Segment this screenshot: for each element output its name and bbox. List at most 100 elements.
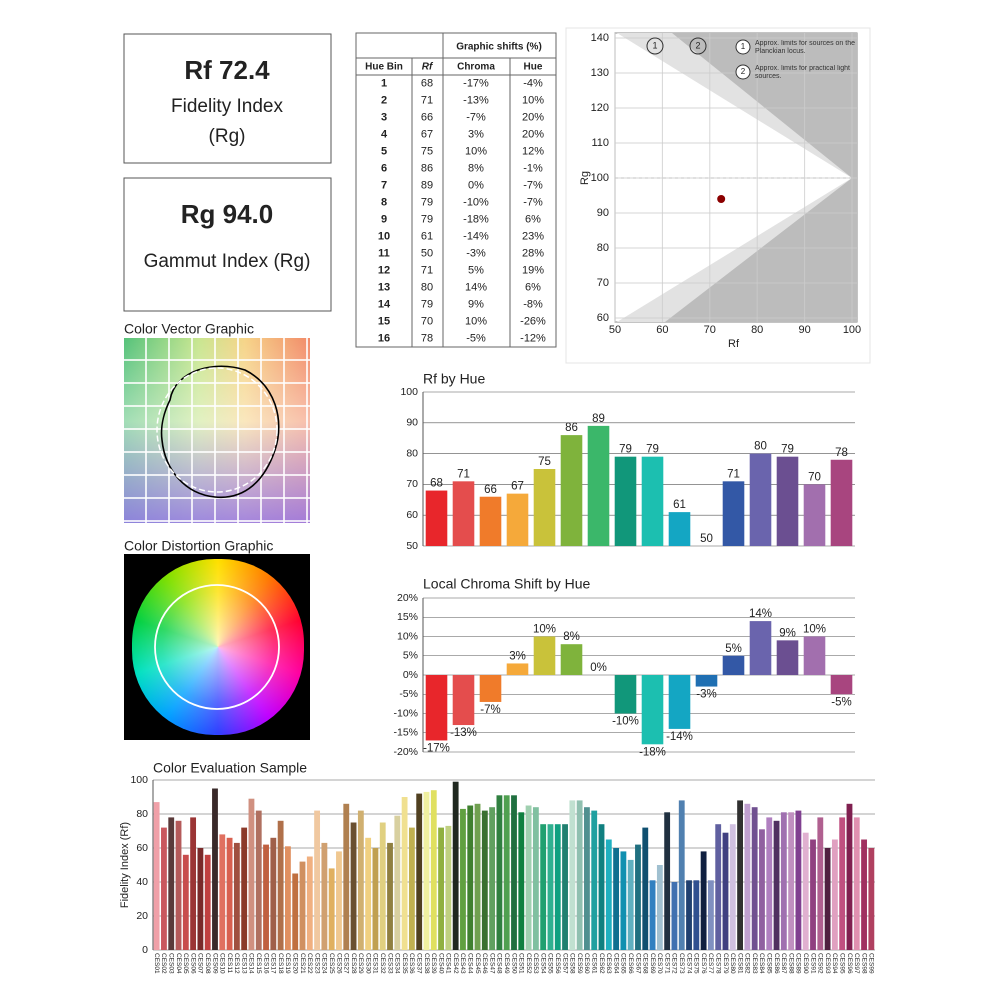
x-tick-label: CES42	[452, 953, 459, 974]
bar	[533, 469, 556, 546]
scatter-frame	[565, 27, 871, 364]
y-tick-label: 0%	[403, 669, 418, 681]
x-tick-label: CES04	[175, 953, 182, 974]
annotation-text: Approx. limits for sources on the Planck…	[755, 40, 855, 55]
x-tick-label: CES84	[758, 953, 765, 974]
bar	[489, 807, 496, 950]
bar	[175, 820, 182, 950]
table-cell: -8%	[523, 298, 543, 310]
bar	[153, 802, 160, 950]
x-tick-label: CES78	[714, 953, 721, 974]
fidelity-sub-label: (Rg)	[209, 126, 246, 147]
x-tick-label: CES72	[671, 953, 678, 974]
x-tick-label: CES88	[787, 953, 794, 974]
bar	[401, 797, 408, 950]
bar	[751, 807, 758, 950]
bar	[560, 644, 583, 675]
table-cell: -7%	[523, 179, 543, 191]
bar	[277, 820, 284, 950]
bar	[350, 822, 357, 950]
vector-curve	[160, 365, 280, 499]
value-label: 80	[754, 441, 767, 453]
bar	[525, 805, 532, 950]
annotation-marker	[735, 64, 751, 80]
bar	[299, 861, 306, 950]
data-point	[717, 195, 726, 203]
x-tick-label: CES85	[766, 953, 773, 974]
x-tick-label: CES35	[401, 953, 408, 974]
bar	[285, 846, 291, 950]
bar	[532, 807, 539, 950]
table-cell: -5%	[466, 332, 486, 344]
bar	[161, 827, 167, 950]
x-tick-label: CES99	[868, 953, 875, 974]
table-cell: 10%	[522, 94, 544, 106]
bar	[204, 854, 211, 950]
bar	[197, 848, 204, 950]
hue-bin: 8	[381, 196, 387, 208]
x-tick-label: CES98	[860, 953, 867, 974]
reference-circle	[156, 367, 278, 493]
x-tick-label: CES09	[211, 953, 218, 974]
chart-title: Local Chroma Shift by Hue	[423, 576, 591, 592]
bar	[695, 675, 718, 687]
table-cell: 28%	[522, 247, 544, 259]
bar	[255, 810, 262, 950]
bar	[479, 675, 502, 702]
x-tick-label: CES97	[853, 953, 860, 974]
y-tick-label: 60	[406, 509, 418, 521]
bar	[831, 839, 838, 950]
table-cell: 14%	[465, 281, 487, 293]
table-cell: -7%	[523, 196, 543, 208]
bar	[506, 663, 529, 675]
bar	[540, 824, 547, 950]
gamut-box	[123, 177, 332, 312]
bar	[591, 810, 598, 950]
x-tick-label: CES59	[576, 953, 583, 974]
x-tick-label: CES19	[284, 953, 291, 974]
y-tick-label: -15%	[393, 727, 418, 739]
x-tick-label: CES76	[700, 953, 707, 974]
table-cell: -4%	[523, 77, 543, 89]
annotation-note: Approx. limits for practical light sourc…	[755, 65, 850, 80]
bar	[584, 807, 590, 950]
x-tick-label: 90	[798, 324, 810, 336]
bar	[460, 808, 466, 950]
y-axis-label: Fidelity Index (Rf)	[119, 822, 131, 908]
y-tick-label: -5%	[399, 688, 418, 700]
y-axis-label: Rg	[579, 171, 591, 185]
bar	[438, 827, 444, 950]
x-tick-label: CES90	[802, 953, 809, 974]
table-cell: 75	[421, 145, 433, 157]
table-cell: -17%	[463, 77, 489, 89]
bar	[479, 496, 502, 546]
y-tick-label: 130	[591, 67, 609, 79]
x-tick-label: CES93	[824, 953, 831, 974]
bar	[759, 829, 765, 950]
hue-bin: 15	[378, 315, 390, 327]
table-header: Chroma	[457, 62, 495, 73]
bar	[795, 810, 802, 950]
table-header: Graphic shifts (%)	[456, 42, 542, 53]
bar	[722, 481, 745, 546]
hue-bin: 1	[381, 77, 387, 89]
bar	[776, 640, 799, 675]
bar	[474, 803, 481, 950]
x-tick-label: CES87	[780, 953, 787, 974]
table-header: Hue	[524, 62, 543, 73]
x-tick-label: CES10	[219, 953, 226, 974]
chart-title: Color Evaluation Sample	[153, 760, 307, 776]
bar	[749, 621, 772, 675]
x-tick-label: CES81	[736, 953, 743, 974]
bar	[620, 851, 627, 950]
table-cell: 19%	[522, 264, 544, 276]
annotation-number: 1	[652, 40, 657, 50]
bar	[506, 493, 529, 546]
hue-bin: 4	[381, 128, 388, 140]
x-tick-label: CES37	[415, 953, 422, 974]
bar	[686, 880, 692, 950]
bar	[868, 848, 875, 950]
table-cell: -7%	[466, 111, 486, 123]
bar	[635, 844, 641, 950]
